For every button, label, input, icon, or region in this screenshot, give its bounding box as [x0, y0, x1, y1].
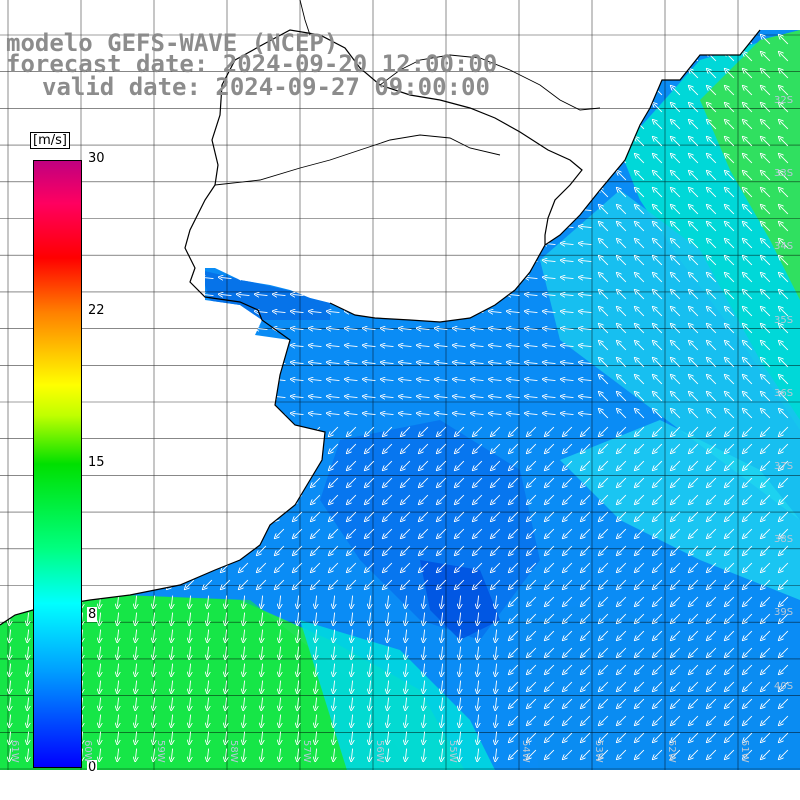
forecast-date: forecast date: 2024-09-20 12:00:00 — [6, 50, 498, 78]
longitude-label: 61W — [9, 740, 20, 763]
longitude-label: 55W — [447, 740, 458, 763]
colorbar-tick-8: 8 — [87, 607, 98, 622]
colorbar-unit-label: [m/s] — [30, 132, 70, 149]
longitude-label: 56W — [374, 740, 385, 763]
latitude-label: 33S — [774, 168, 794, 180]
longitude-label: 59W — [155, 740, 166, 763]
latitude-label: 38S — [774, 534, 794, 546]
longitude-label: 57W — [301, 740, 312, 763]
longitude-label: 52W — [666, 740, 677, 763]
latitude-label: 40S — [774, 680, 794, 692]
latitude-label: 37S — [774, 461, 794, 472]
latitude-label: 36S — [774, 387, 794, 399]
latitude-label: 32S — [774, 95, 794, 106]
latitude-label: 35S — [774, 314, 794, 326]
colorbar-tick-15: 15 — [87, 455, 106, 470]
colorbar — [33, 160, 82, 768]
coastline — [0, 29, 761, 626]
valid-date: valid date: 2024-09-27 09:00:00 — [42, 73, 490, 101]
model-title: modelo GEFS-WAVE (NCEP) — [6, 29, 339, 57]
longitude-label: 53W — [593, 740, 604, 763]
colorbar-tick-0: 0 — [87, 760, 98, 775]
longitude-label: 54W — [520, 740, 531, 763]
colorbar-tick-22: 22 — [87, 303, 106, 318]
longitude-label: 51W — [739, 740, 750, 763]
longitude-label: 60W — [82, 740, 93, 763]
inland-border — [214, 0, 601, 186]
longitude-label: 58W — [228, 740, 239, 763]
colorbar-tick-30: 30 — [87, 151, 106, 166]
latitude-label: 34S — [774, 241, 794, 253]
latitude-label: 39S — [774, 607, 794, 619]
